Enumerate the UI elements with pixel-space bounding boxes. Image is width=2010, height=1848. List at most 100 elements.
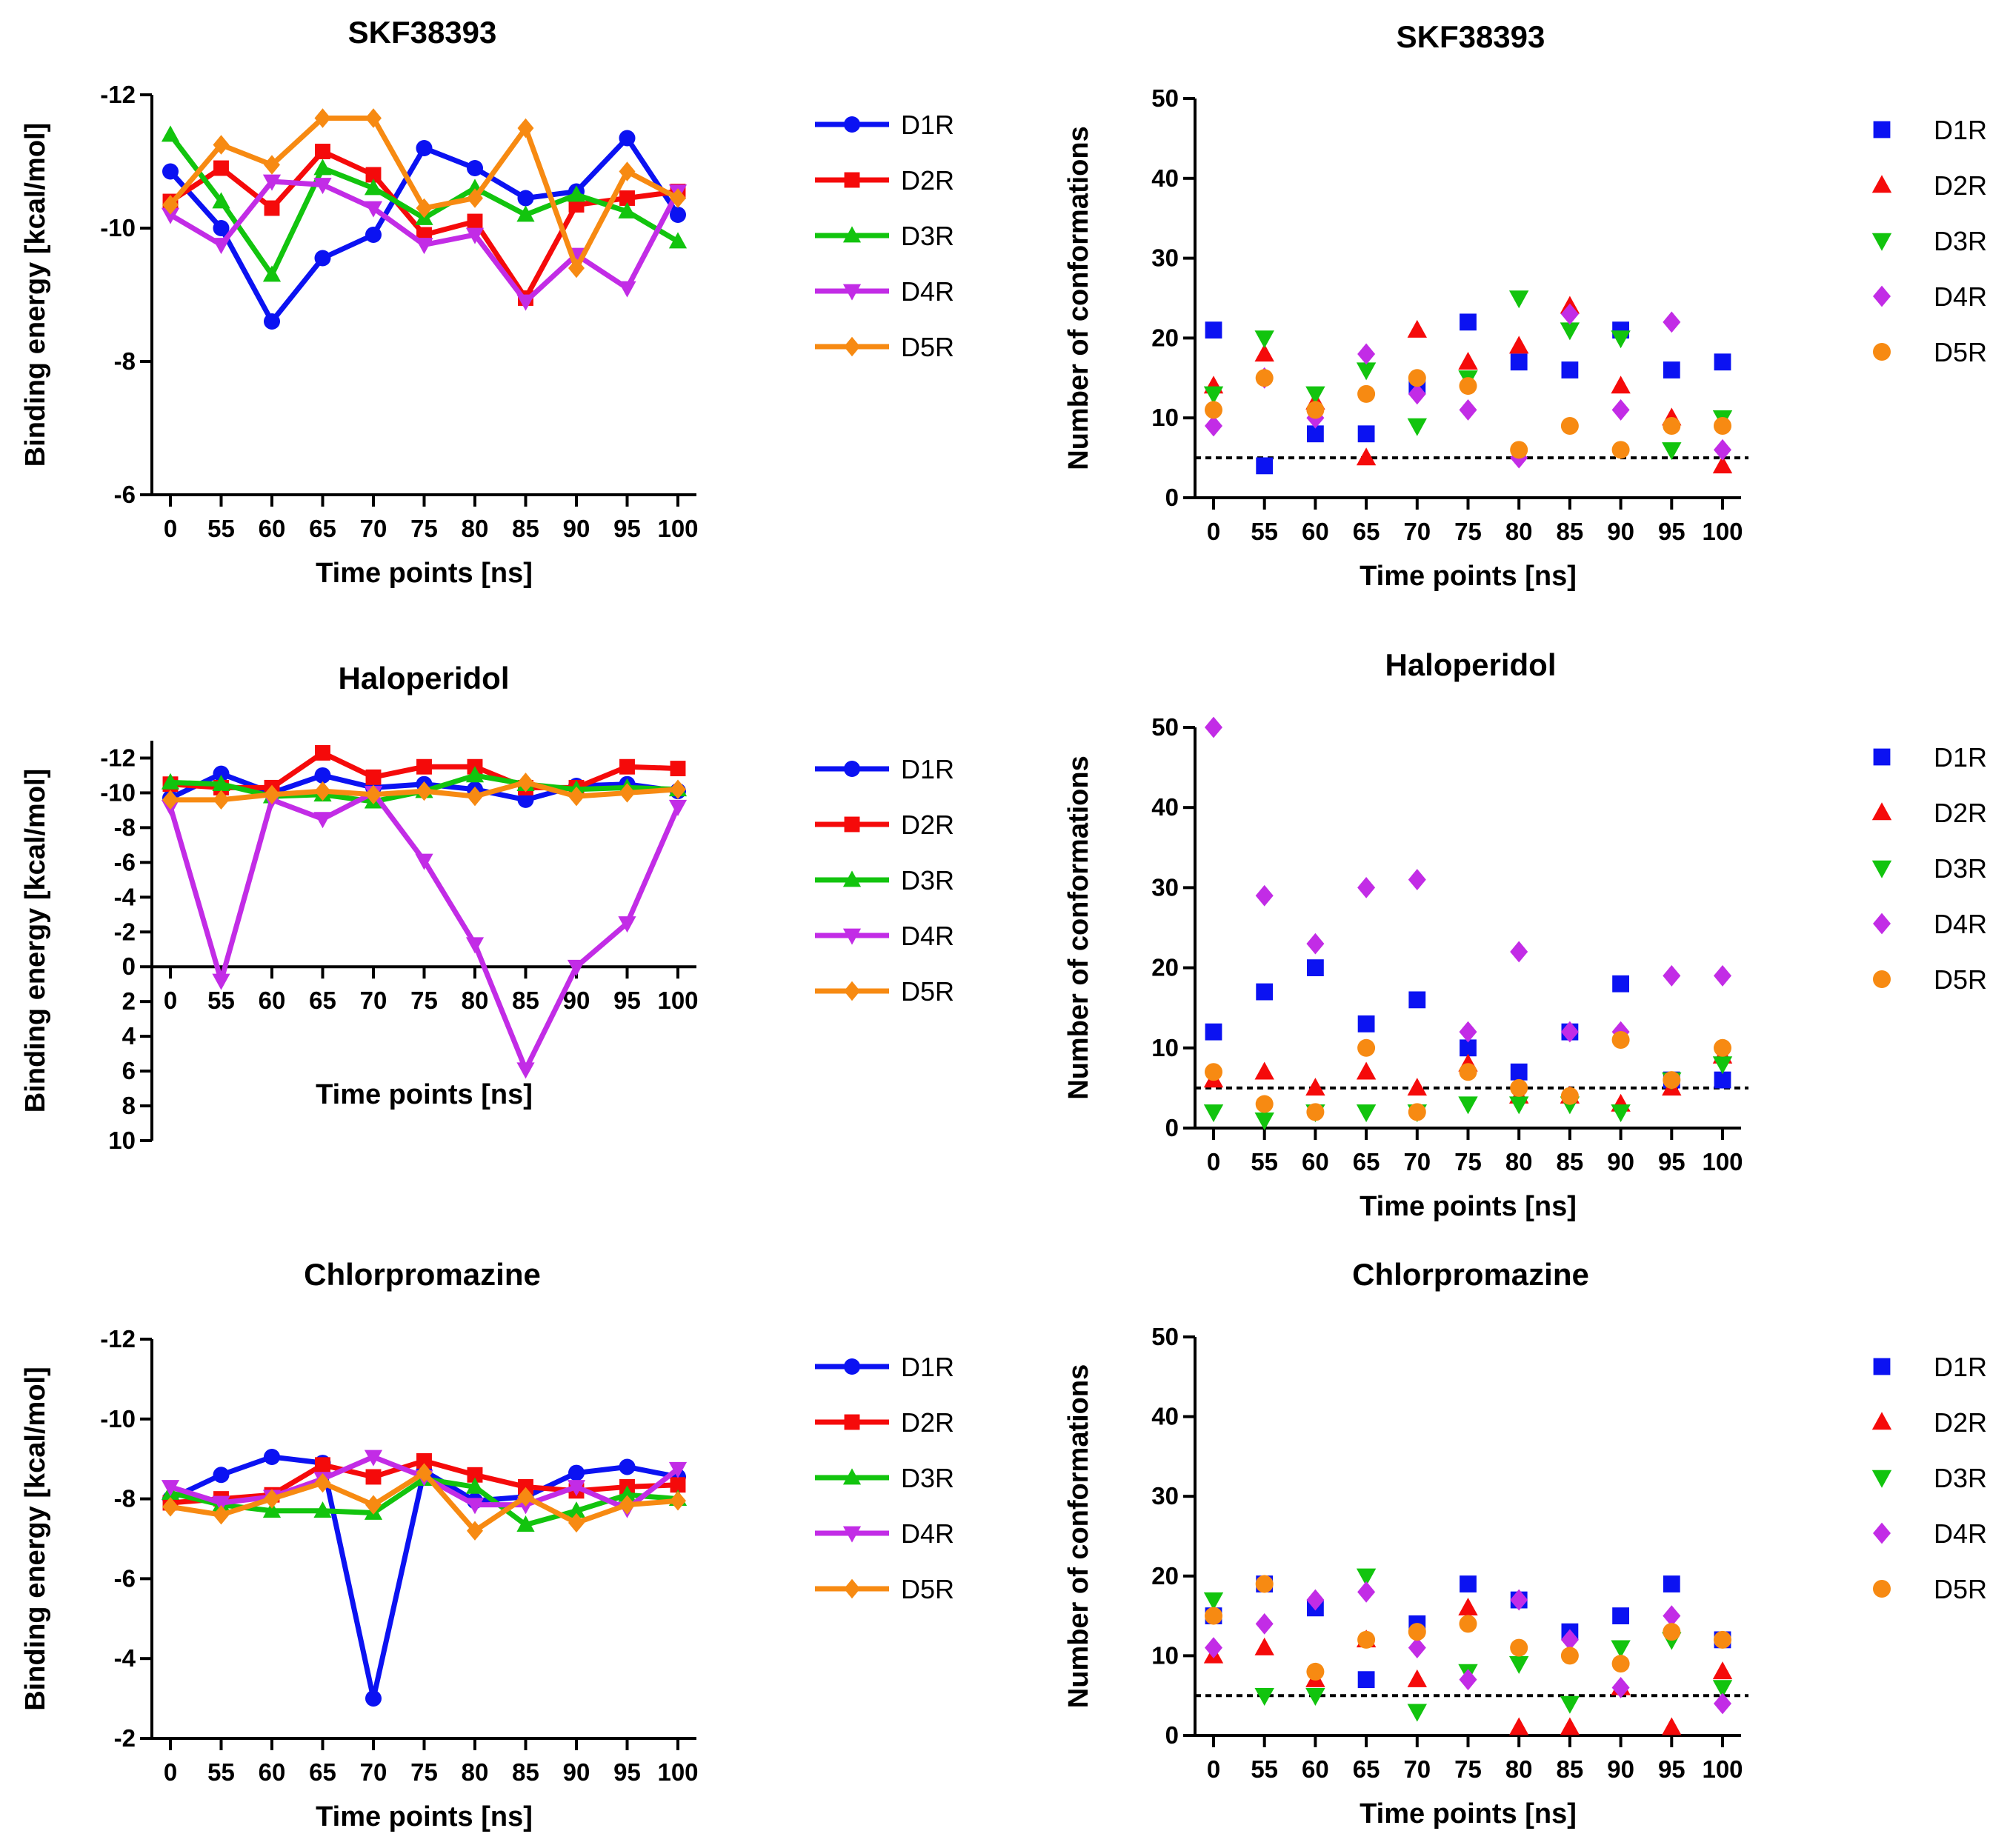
- data-point: [517, 791, 534, 808]
- data-point: [1611, 1640, 1631, 1658]
- data-point: [619, 783, 636, 803]
- data-point: [1408, 1637, 1426, 1659]
- data-point: [264, 784, 280, 804]
- data-point: [1714, 965, 1731, 987]
- x-tick-label: 80: [462, 1758, 489, 1786]
- data-point: [1255, 1095, 1274, 1113]
- data-point: [1255, 1612, 1274, 1635]
- series-d1r: [162, 130, 686, 330]
- data-point: [1305, 1078, 1325, 1096]
- y-tick-label: 8: [122, 1092, 136, 1119]
- legend: D1R D2R D3R D4R D5R: [1871, 115, 1987, 367]
- data-point: [1203, 1104, 1224, 1123]
- legend-label: D3R: [901, 221, 954, 251]
- data-point: [1356, 1061, 1377, 1080]
- data-point: [1612, 1607, 1629, 1624]
- data-point: [365, 1690, 382, 1707]
- data-point: [1306, 1103, 1325, 1121]
- legend-marker: [844, 336, 860, 357]
- legend: D1R D2R D3R D4R D5R: [1871, 1352, 1987, 1604]
- data-point: [1205, 401, 1222, 419]
- data-point: [161, 1480, 180, 1497]
- x-tick-label: 0: [1207, 518, 1220, 545]
- x-tick-label: 95: [613, 1758, 641, 1786]
- y-tick-label: -8: [114, 347, 136, 375]
- data-point: [1611, 399, 1630, 421]
- legend-marker: [842, 226, 862, 243]
- legend: D1R D2R D3R D4R D5R: [1871, 742, 1987, 995]
- data-point: [619, 130, 636, 147]
- legend-label: D2R: [901, 1407, 954, 1438]
- y-tick-label: 2: [122, 987, 136, 1015]
- data-point: [1712, 1680, 1733, 1698]
- legend-label: D3R: [901, 865, 954, 895]
- data-point: [314, 250, 331, 267]
- series-d4r: [1205, 716, 1731, 1043]
- data-point: [313, 1501, 332, 1518]
- data-point: [568, 258, 585, 278]
- data-point: [1560, 303, 1579, 325]
- legend-label: D1R: [1934, 742, 1987, 773]
- data-point: [1459, 399, 1477, 421]
- data-point: [1611, 1104, 1631, 1123]
- data-point: [517, 118, 534, 139]
- x-tick-label: 65: [309, 515, 336, 542]
- data-point: [264, 313, 280, 330]
- y-tick-label: 4: [122, 1022, 136, 1050]
- data-point: [1357, 1038, 1376, 1057]
- data-point: [618, 916, 636, 933]
- data-point: [1459, 1063, 1477, 1081]
- x-tick-label: 75: [410, 987, 438, 1014]
- data-point: [1407, 418, 1427, 436]
- data-point: [213, 1467, 230, 1484]
- data-point: [1356, 447, 1377, 466]
- x-tick-label: 70: [1403, 1755, 1431, 1783]
- data-point: [517, 773, 534, 793]
- x-tick-label: 90: [1607, 518, 1634, 545]
- legend-label: D2R: [1934, 1407, 1987, 1438]
- data-point: [1205, 321, 1222, 339]
- data-point: [1306, 933, 1325, 955]
- data-point: [365, 108, 382, 128]
- data-point: [162, 195, 179, 215]
- data-point: [365, 769, 382, 785]
- legend-marker: [842, 1526, 862, 1543]
- data-point: [1662, 442, 1682, 461]
- y-tick-label: 10: [1151, 1034, 1179, 1061]
- data-point: [467, 188, 483, 208]
- chart-skf-conf: SKF38393 0 10 20 30 40 50 0 55 60 65 70 75 80 85 90 95 10…: [1063, 19, 1987, 592]
- legend-marker: [844, 172, 860, 188]
- data-point: [213, 135, 230, 155]
- data-point: [364, 179, 383, 196]
- x-tick-label: 70: [360, 1758, 387, 1786]
- data-point: [162, 790, 179, 810]
- x-tick-label: 65: [1353, 1755, 1380, 1783]
- x-tick-label: 90: [563, 515, 590, 542]
- data-point: [1714, 1038, 1731, 1057]
- data-point: [1509, 290, 1529, 309]
- data-point: [467, 1467, 483, 1483]
- data-point: [467, 1521, 483, 1541]
- data-point: [161, 207, 180, 224]
- data-point: [1357, 1581, 1376, 1603]
- data-point: [1712, 1661, 1733, 1680]
- legend-label: D1R: [1934, 1352, 1987, 1382]
- x-tick-label: 65: [1353, 1148, 1380, 1175]
- y-tick-label: 50: [1151, 713, 1179, 741]
- x-tick-label: 100: [657, 1758, 698, 1786]
- data-point: [1510, 1589, 1528, 1611]
- legend-label: D4R: [901, 276, 954, 307]
- data-point: [314, 1472, 331, 1493]
- x-tick-label: 100: [657, 987, 698, 1014]
- legend-label: D5R: [901, 332, 954, 362]
- y-tick-label: 6: [122, 1057, 136, 1084]
- legend-marker: [1873, 1580, 1891, 1598]
- legend-marker: [844, 816, 860, 833]
- y-tick-label: 0: [122, 953, 136, 980]
- data-point: [516, 1062, 535, 1079]
- series-d2r: [162, 744, 686, 795]
- y-tick-label: 20: [1151, 324, 1179, 351]
- legend: D1R D2R D3R D4R D5R: [815, 110, 954, 362]
- legend-label: D1R: [901, 110, 954, 140]
- x-tick-label: 0: [164, 515, 177, 542]
